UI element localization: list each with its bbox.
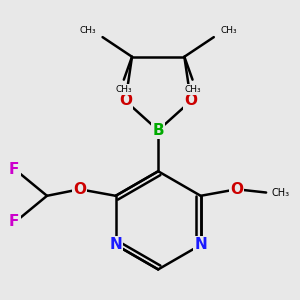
Text: O: O xyxy=(73,182,86,197)
Text: N: N xyxy=(109,237,122,252)
Text: O: O xyxy=(119,93,132,108)
Text: CH₃: CH₃ xyxy=(80,26,96,35)
Text: F: F xyxy=(9,162,20,177)
Text: CH₃: CH₃ xyxy=(184,85,201,94)
Text: CH₃: CH₃ xyxy=(271,188,289,197)
Text: CH₃: CH₃ xyxy=(220,26,237,35)
Text: O: O xyxy=(230,182,243,197)
Text: N: N xyxy=(194,237,207,252)
Text: CH₃: CH₃ xyxy=(116,85,132,94)
Text: O: O xyxy=(184,93,197,108)
Text: F: F xyxy=(9,214,20,230)
Text: B: B xyxy=(152,123,164,138)
